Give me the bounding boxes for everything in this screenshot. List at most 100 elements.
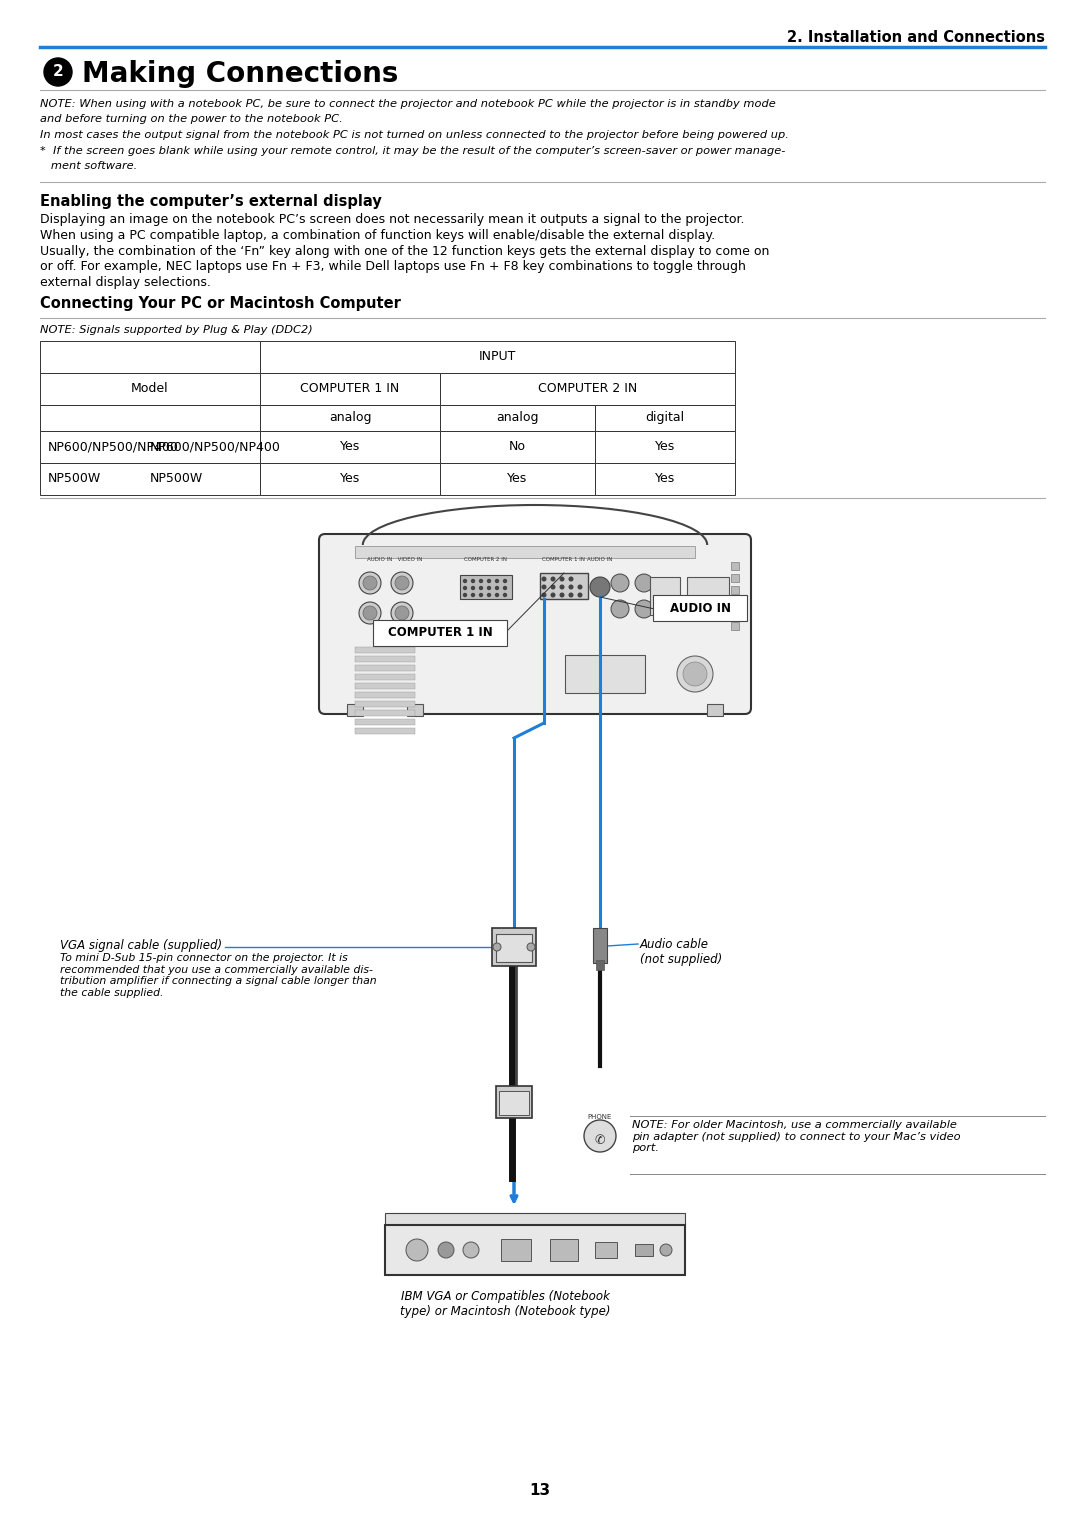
Text: Yes: Yes bbox=[654, 472, 675, 486]
Text: 2: 2 bbox=[53, 64, 64, 79]
Bar bbox=[440, 405, 595, 431]
Circle shape bbox=[391, 602, 413, 623]
Text: AUDIO IN: AUDIO IN bbox=[670, 602, 730, 614]
Circle shape bbox=[635, 600, 653, 619]
Circle shape bbox=[590, 578, 610, 597]
Bar bbox=[355, 664, 415, 671]
Bar bbox=[355, 655, 415, 661]
Bar bbox=[260, 341, 735, 373]
Circle shape bbox=[503, 579, 507, 582]
Bar bbox=[407, 704, 423, 716]
Bar bbox=[40, 405, 260, 431]
Text: AUDIO IN   VIDEO IN: AUDIO IN VIDEO IN bbox=[367, 556, 422, 562]
Text: Making Connections: Making Connections bbox=[82, 59, 399, 88]
Bar bbox=[355, 710, 415, 716]
Circle shape bbox=[487, 587, 490, 590]
Text: In most cases the output signal from the notebook PC is not turned on unless con: In most cases the output signal from the… bbox=[40, 130, 788, 140]
Bar bbox=[460, 575, 512, 599]
Text: digital: digital bbox=[646, 411, 685, 425]
Circle shape bbox=[480, 579, 483, 582]
Circle shape bbox=[561, 585, 564, 588]
Text: Displaying an image on the notebook PC’s screen does not necessarily mean it out: Displaying an image on the notebook PC’s… bbox=[40, 213, 744, 226]
Bar bbox=[355, 683, 415, 689]
Bar bbox=[384, 1213, 685, 1225]
Text: Connecting Your PC or Macintosh Computer: Connecting Your PC or Macintosh Computer bbox=[40, 296, 401, 311]
Circle shape bbox=[406, 1239, 428, 1260]
Bar bbox=[731, 610, 739, 619]
Circle shape bbox=[363, 576, 377, 590]
Bar bbox=[731, 575, 739, 582]
Text: Model: Model bbox=[131, 383, 168, 396]
Circle shape bbox=[561, 593, 564, 597]
Circle shape bbox=[551, 578, 555, 581]
Circle shape bbox=[480, 593, 483, 596]
Text: *  If the screen goes blank while using your remote control, it may be the resul: * If the screen goes blank while using y… bbox=[40, 145, 785, 155]
Bar bbox=[347, 704, 363, 716]
Bar bbox=[635, 1244, 653, 1256]
Circle shape bbox=[569, 593, 572, 597]
Text: Yes: Yes bbox=[340, 440, 360, 454]
Text: PHONE: PHONE bbox=[588, 1114, 612, 1120]
Text: COMPUTER 1 IN: COMPUTER 1 IN bbox=[388, 626, 492, 640]
Text: NOTE: When using with a notebook PC, be sure to connect the projector and notebo: NOTE: When using with a notebook PC, be … bbox=[40, 99, 775, 110]
Text: COMPUTER 2 IN: COMPUTER 2 IN bbox=[464, 556, 508, 562]
Bar bbox=[593, 928, 607, 963]
Text: external display selections.: external display selections. bbox=[40, 276, 211, 290]
FancyBboxPatch shape bbox=[373, 620, 507, 646]
Circle shape bbox=[463, 579, 467, 582]
Circle shape bbox=[438, 1242, 454, 1257]
Text: Enabling the computer’s external display: Enabling the computer’s external display bbox=[40, 194, 381, 209]
Circle shape bbox=[542, 593, 545, 597]
Text: No: No bbox=[509, 440, 526, 454]
Bar bbox=[650, 578, 680, 616]
Text: and before turning on the power to the notebook PC.: and before turning on the power to the n… bbox=[40, 114, 342, 125]
Bar bbox=[355, 719, 415, 725]
Circle shape bbox=[363, 607, 377, 620]
Bar bbox=[595, 463, 735, 495]
Circle shape bbox=[496, 587, 499, 590]
Text: When using a PC compatible laptop, a combination of function keys will enable/di: When using a PC compatible laptop, a com… bbox=[40, 229, 715, 242]
Bar bbox=[40, 373, 260, 405]
Circle shape bbox=[683, 661, 707, 686]
Bar bbox=[355, 648, 415, 652]
Bar bbox=[440, 431, 595, 463]
Bar bbox=[260, 373, 440, 405]
Text: VGA signal cable (supplied): VGA signal cable (supplied) bbox=[60, 939, 222, 952]
Bar bbox=[440, 463, 595, 495]
Bar bbox=[440, 373, 735, 405]
Circle shape bbox=[472, 587, 474, 590]
Bar bbox=[596, 960, 604, 969]
Circle shape bbox=[527, 943, 535, 951]
Circle shape bbox=[496, 593, 499, 596]
Bar bbox=[595, 405, 735, 431]
Text: NOTE: Signals supported by Plug & Play (DDC2): NOTE: Signals supported by Plug & Play (… bbox=[40, 325, 313, 335]
Bar bbox=[731, 622, 739, 629]
Circle shape bbox=[487, 593, 490, 596]
Circle shape bbox=[611, 575, 629, 591]
Circle shape bbox=[487, 579, 490, 582]
Circle shape bbox=[635, 575, 653, 591]
Bar bbox=[355, 701, 415, 707]
Bar bbox=[40, 341, 260, 373]
Bar bbox=[40, 463, 260, 495]
Bar bbox=[595, 431, 735, 463]
Circle shape bbox=[359, 572, 381, 594]
FancyBboxPatch shape bbox=[319, 533, 751, 715]
Text: To mini D-Sub 15-pin connector on the projector. It is
recommended that you use : To mini D-Sub 15-pin connector on the pr… bbox=[60, 952, 377, 998]
Text: analog: analog bbox=[496, 411, 539, 425]
Circle shape bbox=[463, 593, 467, 596]
Circle shape bbox=[44, 58, 72, 85]
Circle shape bbox=[463, 1242, 480, 1257]
Bar bbox=[501, 1239, 531, 1260]
Text: COMPUTER 1 IN: COMPUTER 1 IN bbox=[542, 556, 585, 562]
Circle shape bbox=[472, 579, 474, 582]
Text: NP600/NP500/NP400: NP600/NP500/NP400 bbox=[150, 440, 281, 454]
Text: COMPUTER 1 IN: COMPUTER 1 IN bbox=[300, 383, 400, 396]
Circle shape bbox=[492, 943, 501, 951]
Bar bbox=[499, 1091, 529, 1116]
Circle shape bbox=[542, 578, 545, 581]
Bar bbox=[355, 692, 415, 698]
Bar bbox=[687, 578, 729, 616]
Bar bbox=[355, 674, 415, 680]
Circle shape bbox=[463, 587, 467, 590]
